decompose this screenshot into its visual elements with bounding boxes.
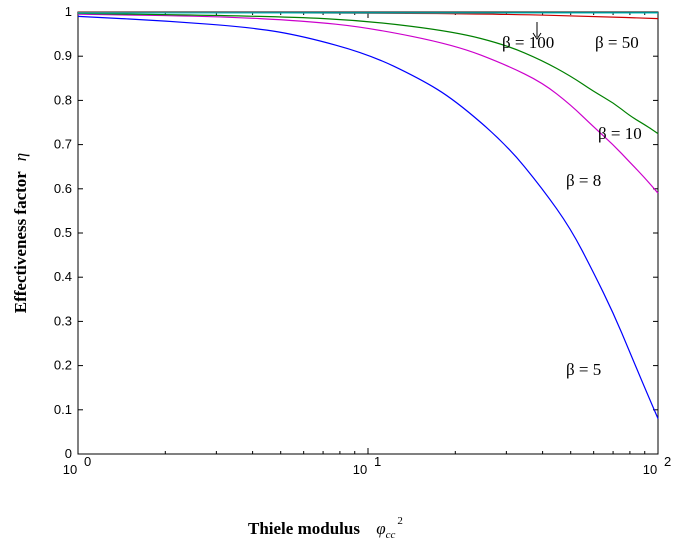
y-tick-label: 0.4 [54, 269, 72, 284]
y-tick-label: 0.3 [54, 313, 72, 328]
series-label-beta-5: β = 5 [566, 360, 601, 379]
y-axis-title: Effectiveness factor η [11, 153, 30, 313]
y-tick-label: 0.9 [54, 48, 72, 63]
series-label-beta-50: β = 50 [595, 33, 639, 52]
series-lines [77, 11, 659, 419]
y-tick-label: 1 [65, 4, 72, 19]
x-tick-label: 10 [643, 462, 657, 477]
x-tick-exponent: 0 [84, 454, 91, 469]
x-tick-exponent: 2 [664, 454, 671, 469]
y-tick-label: 0 [65, 446, 72, 461]
series-label-beta-8: β = 8 [566, 171, 601, 190]
y-tick-label: 0.8 [54, 92, 72, 107]
series-label-beta-10: β = 10 [598, 124, 642, 143]
x-tick-exponent: 1 [374, 454, 381, 469]
series-line-1 [77, 13, 659, 194]
y-tick-label: 0.1 [54, 402, 72, 417]
series-line-2 [77, 12, 659, 135]
y-tick-label: 0.2 [54, 358, 72, 373]
y-axis-ticks: 0 0.1 0.2 0.3 0.4 0.5 0.6 0.7 0.8 0.9 1 [54, 4, 658, 461]
y-tick-label: 0.7 [54, 137, 72, 152]
y-tick-label: 0.6 [54, 181, 72, 196]
plot-area [77, 11, 659, 455]
x-axis-title: Thiele modulus φcc2 [248, 515, 403, 541]
label-arrow-head [532, 32, 542, 40]
series-line-0 [77, 15, 659, 419]
series-label-beta-100: β = 100 [502, 33, 554, 52]
x-tick-label: 10 [63, 462, 77, 477]
x-tick-label: 10 [353, 462, 367, 477]
y-tick-label: 0.5 [54, 225, 72, 240]
